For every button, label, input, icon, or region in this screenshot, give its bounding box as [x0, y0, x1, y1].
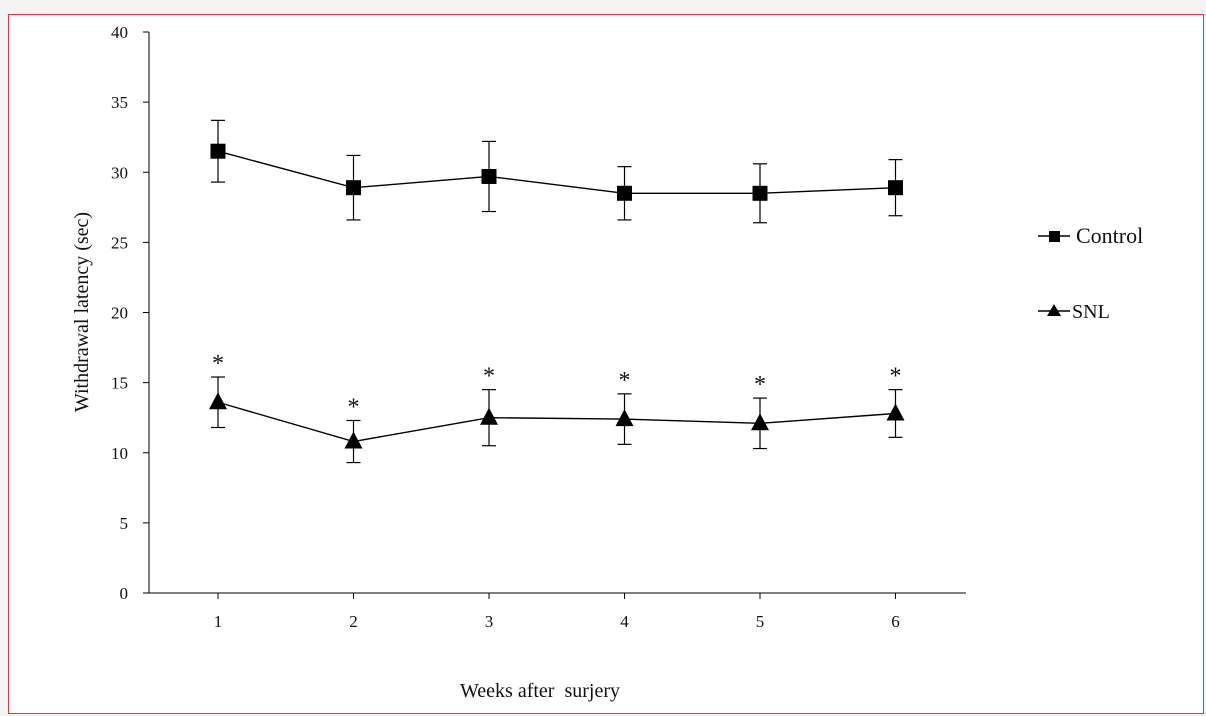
series-snl: * * * * * *	[209, 351, 905, 464]
x-axis-label: Weeks after surjery	[460, 680, 620, 702]
y-tick-label: 25	[111, 233, 128, 252]
data-point-square	[617, 185, 632, 201]
legend: Control SNL	[1038, 223, 1143, 323]
legend-item-control: Control	[1038, 223, 1143, 248]
significance-star: *	[619, 368, 631, 394]
legend-control-marker	[1049, 231, 1060, 242]
figure-frame	[8, 14, 1204, 714]
data-point-square	[752, 185, 768, 201]
significance-star: *	[212, 351, 224, 377]
legend-control-label: Control	[1076, 223, 1143, 248]
y-tick-label: 35	[111, 93, 128, 112]
legend-item-snl: SNL	[1038, 301, 1110, 323]
data-point-triangle	[344, 431, 363, 449]
significance-star: *	[483, 364, 495, 390]
data-point-triangle	[886, 403, 905, 421]
y-ticks: 0 5 10 15 20 25 30 35 40	[111, 23, 149, 603]
y-tick-label: 40	[111, 23, 128, 42]
x-tick-label: 1	[214, 612, 223, 631]
x-tick-label: 4	[620, 612, 629, 631]
data-point-square	[888, 180, 903, 196]
significance-star: *	[890, 364, 902, 390]
legend-snl-marker	[1047, 304, 1061, 316]
series-line	[217, 401, 896, 443]
y-tick-label: 5	[120, 514, 129, 533]
data-point-triangle	[209, 392, 227, 410]
legend-snl-label: SNL	[1072, 301, 1110, 323]
y-tick-label: 0	[120, 584, 129, 603]
data-point-triangle	[751, 413, 769, 431]
x-tick-label: 6	[891, 612, 900, 631]
significance-star: *	[348, 394, 360, 420]
x-tick-label: 5	[756, 612, 765, 631]
data-point-square	[210, 143, 226, 159]
x-ticks: 1 2 3 4 5 6	[214, 593, 900, 631]
axes	[148, 32, 966, 594]
data-point-triangle	[615, 409, 634, 427]
x-tick-label: 3	[485, 612, 494, 631]
data-point-square	[346, 180, 361, 196]
series-layer: * * * * * *	[209, 119, 905, 464]
series-line	[217, 150, 896, 194]
y-tick-label: 10	[111, 444, 128, 463]
significance-star: *	[754, 372, 766, 398]
y-tick-label: 15	[111, 374, 128, 393]
y-tick-label: 30	[111, 163, 128, 182]
data-point-triangle	[480, 407, 498, 425]
data-point-square	[481, 168, 497, 184]
y-axis-label: Withdrawal latency (sec)	[71, 212, 93, 412]
series-control	[210, 119, 903, 224]
x-tick-label: 2	[349, 612, 358, 631]
y-tick-label: 20	[111, 304, 128, 323]
